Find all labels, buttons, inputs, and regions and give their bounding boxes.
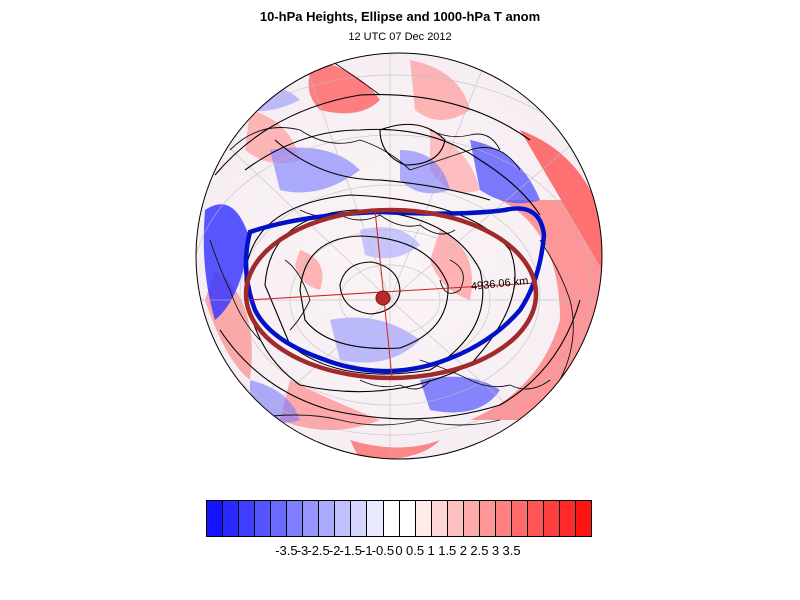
map-title: 10-hPa Heights, Ellipse and 1000-hPa T a… bbox=[259, 9, 541, 24]
colorbar-tick-label: -0.5 bbox=[371, 543, 395, 558]
colorbar-tick-label: 3.5 bbox=[502, 543, 521, 558]
colorbar-cell bbox=[511, 501, 528, 536]
colorbar-cell bbox=[431, 501, 448, 536]
colorbar-cell bbox=[207, 501, 224, 536]
colorbar-cell bbox=[223, 501, 240, 536]
colorbar-tick-label: -3.5 bbox=[275, 543, 298, 558]
colorbar-cell bbox=[415, 501, 432, 536]
colorbar-cell bbox=[287, 501, 304, 536]
colorbar-tick-label: -1.5 bbox=[339, 543, 362, 558]
colorbar-tick-label: 3 bbox=[491, 543, 500, 558]
ellipse-major-axis bbox=[247, 282, 536, 301]
colorbar-cell bbox=[463, 501, 480, 536]
colorbar-cell bbox=[479, 501, 496, 536]
colorbar-tick-label: 2 bbox=[459, 543, 467, 558]
colorbar-cell bbox=[239, 501, 256, 536]
graticule bbox=[196, 53, 602, 459]
colorbar-cell bbox=[560, 501, 577, 536]
colorbar-cell bbox=[576, 501, 592, 536]
colorbar-cell bbox=[383, 501, 400, 536]
colorbar-cell bbox=[351, 501, 368, 536]
colorbar-cell bbox=[255, 501, 272, 536]
colorbar-tick-label: 0.5 bbox=[406, 543, 425, 558]
globe-outline bbox=[195, 52, 603, 460]
coastlines bbox=[209, 59, 574, 431]
colorbar-labels: -3.5 -3 -2.5 -2 -1.5 -1 -0.5 0 0.5 1 1.5 2 2.5 3 3.5 bbox=[206, 543, 592, 559]
vortex-ellipse-group bbox=[243, 207, 539, 381]
ellipse-axis-label: 4936.06 km bbox=[470, 275, 528, 293]
colorbar-tick-label: 1 bbox=[427, 543, 435, 558]
map-subtitle: 12 UTC 07 Dec 2012 bbox=[348, 31, 452, 43]
colorbar-cell bbox=[447, 501, 464, 536]
polar-vortex-edge bbox=[243, 206, 547, 374]
colorbar-tick-label: 0 bbox=[395, 543, 403, 558]
colorbar-cell bbox=[527, 501, 544, 536]
colorbar-cell bbox=[399, 501, 416, 536]
colorbar-tick-label: -2.5 bbox=[307, 543, 330, 558]
temperature-anomaly-field bbox=[203, 60, 602, 459]
ellipse-center-marker bbox=[375, 290, 391, 306]
colorbar-cell bbox=[543, 501, 561, 536]
colorbar-tick-label: 1.5 bbox=[438, 543, 457, 558]
colorbar-cell bbox=[367, 501, 384, 536]
height-contours bbox=[214, 94, 581, 420]
colorbar-tick-label: 2.5 bbox=[470, 543, 489, 558]
colorbar-cell bbox=[335, 501, 352, 536]
colorbar-tick-label: -2 bbox=[328, 543, 341, 558]
colorbar-cell bbox=[303, 501, 320, 536]
colorbar-tick-label: -1 bbox=[361, 543, 373, 558]
colorbar bbox=[206, 500, 592, 537]
vortex-ellipse bbox=[243, 207, 539, 381]
colorbar-cell bbox=[495, 501, 512, 536]
colorbar-tick-label: -3 bbox=[296, 543, 309, 558]
colorbar-cell bbox=[319, 501, 336, 536]
colorbar-cell bbox=[271, 501, 288, 536]
